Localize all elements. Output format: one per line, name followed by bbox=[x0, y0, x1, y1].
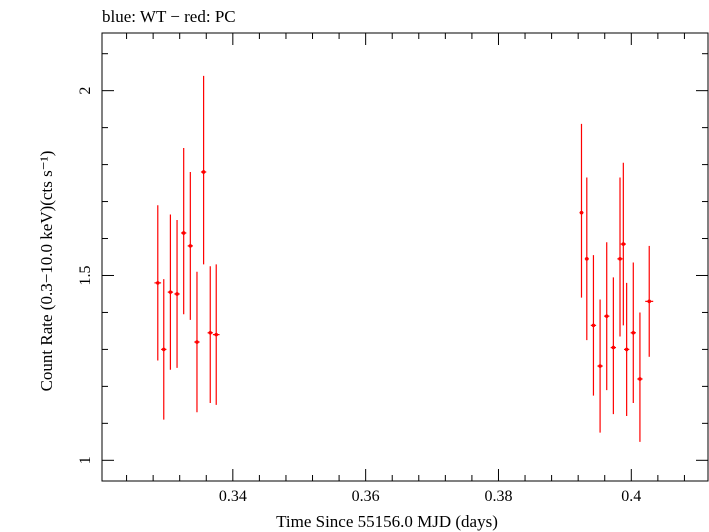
data-marker bbox=[208, 330, 213, 335]
data-point bbox=[604, 242, 610, 391]
x-tick-label: 0.36 bbox=[352, 488, 380, 505]
data-point bbox=[584, 177, 589, 341]
data-marker bbox=[631, 330, 636, 335]
data-marker bbox=[647, 299, 652, 304]
data-point bbox=[590, 255, 597, 396]
plot-area-border bbox=[101, 32, 709, 482]
data-point bbox=[161, 279, 167, 420]
axis-labels: blue: WT − red: PC Time Since 55156.0 MJ… bbox=[37, 7, 498, 531]
data-point bbox=[579, 123, 584, 298]
data-point bbox=[167, 214, 174, 370]
data-marker bbox=[195, 340, 199, 344]
data-point bbox=[174, 220, 180, 368]
data-marker bbox=[188, 244, 193, 248]
data-point bbox=[630, 262, 636, 404]
x-tick-label: 0.4 bbox=[621, 488, 641, 505]
x-tick-label: 0.34 bbox=[219, 488, 247, 505]
data-marker bbox=[161, 347, 166, 352]
data-marker bbox=[155, 281, 160, 285]
data-marker bbox=[181, 231, 186, 235]
data-point bbox=[617, 177, 623, 337]
data-marker bbox=[168, 290, 173, 294]
data-point bbox=[181, 147, 187, 315]
data-marker bbox=[591, 323, 596, 328]
chart-title: blue: WT − red: PC bbox=[102, 7, 236, 26]
data-point bbox=[645, 245, 654, 357]
data-marker bbox=[618, 257, 622, 261]
data-marker bbox=[624, 347, 629, 352]
data-point bbox=[637, 312, 643, 442]
data-marker bbox=[611, 345, 616, 350]
data-marker bbox=[621, 242, 626, 246]
data-point bbox=[200, 75, 207, 265]
data-point bbox=[597, 299, 603, 433]
data-marker bbox=[175, 292, 179, 296]
data-marker bbox=[201, 170, 206, 174]
data-point bbox=[610, 277, 617, 415]
data-marker bbox=[579, 210, 584, 215]
data-point bbox=[207, 266, 213, 404]
data-point bbox=[154, 205, 162, 361]
y-tick-label: 1.5 bbox=[77, 265, 94, 285]
data-point bbox=[623, 282, 630, 416]
data-point bbox=[194, 271, 200, 413]
data-point bbox=[212, 264, 220, 405]
data-marker bbox=[638, 377, 642, 381]
data-point bbox=[187, 171, 193, 320]
data-marker bbox=[598, 364, 602, 368]
data-points bbox=[154, 75, 654, 442]
data-point bbox=[620, 162, 626, 326]
data-marker bbox=[214, 332, 219, 337]
x-axis-label: Time Since 55156.0 MJD (days) bbox=[276, 512, 498, 531]
axis-ticks: 0.34 0.36 0.38 0.4 1 1.5 2 bbox=[77, 33, 708, 505]
data-marker bbox=[604, 314, 609, 318]
y-tick-label: 2 bbox=[77, 87, 94, 95]
data-marker bbox=[585, 257, 589, 261]
y-axis-label: Count Rate (0.3−10.0 keV)(cts s⁻¹) bbox=[37, 151, 56, 392]
y-tick-label: 1 bbox=[77, 456, 94, 464]
x-tick-label: 0.38 bbox=[484, 488, 512, 505]
plot-frame bbox=[101, 32, 709, 482]
